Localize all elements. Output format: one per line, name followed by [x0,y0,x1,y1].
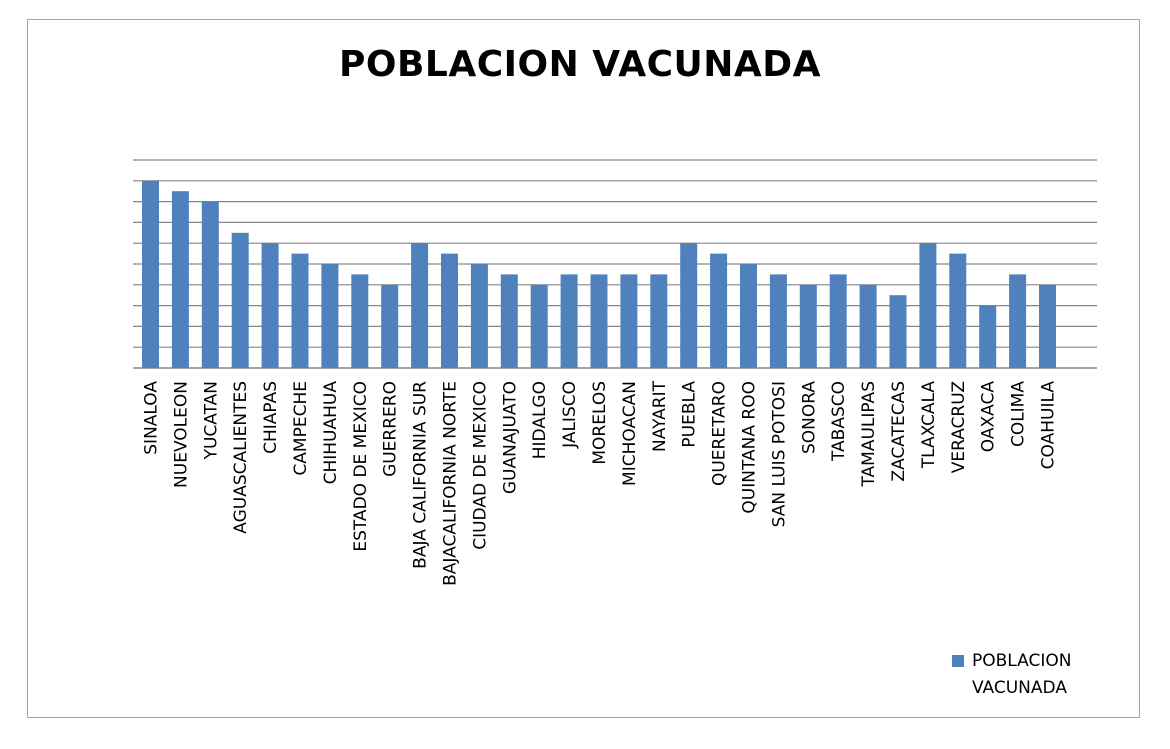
bar-guanajuato [500,274,518,368]
bar-bajacalifornia-norte [441,253,458,368]
bar-zacatecas [889,295,907,368]
bar-campeche [291,253,309,368]
bar-quintana-roo [740,264,757,368]
bar-morelos [590,274,608,368]
bar-colima [1009,274,1027,368]
category-label: COLIMA [1009,381,1029,447]
category-label: NAYARIT [650,380,670,452]
bar-puebla [680,243,698,368]
bars [142,180,1056,368]
category-label: ZACATECAS [889,381,909,482]
category-label: BAJA CALIFORNIA SUR [411,381,431,569]
category-label: PUEBLA [680,381,700,448]
category-label: QUERETARO [710,381,730,486]
category-label: GUERRERO [381,381,401,477]
chart-title: POBLACION VACUNADA [339,44,821,85]
bar-jalisco [560,274,578,368]
bar-queretaro [710,253,728,368]
bar-coahuila [1039,284,1056,368]
bar-michoacan [620,274,638,368]
bar-hidalgo [530,284,548,368]
bar-chiapas [261,243,279,368]
category-label: COAHUILA [1039,381,1059,470]
category-label: SAN LUIS POTOSI [769,381,789,527]
category-label: CHIAPAS [261,381,281,454]
category-label: VERACRUZ [949,381,969,473]
bar-oaxaca [979,305,997,368]
bar-guerrero [381,284,399,368]
category-label: OAXACA [979,381,999,453]
category-label: JALISCO [560,381,580,449]
category-label: TLAXCALA [919,381,939,470]
category-label: MORELOS [590,381,610,465]
bar-nuevoleon [171,191,189,368]
category-label: TABASCO [829,381,849,462]
bar-estado-de-mexico [351,274,369,368]
legend-swatch [952,655,964,667]
bar-veracruz [949,253,967,368]
bar-chihuahua [321,264,339,368]
category-label: HIDALGO [530,381,550,459]
category-label: NUEVOLEON [171,381,191,488]
category-label: SINALOA [142,381,162,455]
category-label: CAMPECHE [291,381,311,476]
category-label: TAMAULIPAS [859,381,879,488]
category-label: SONORA [799,381,819,454]
bar-sinaloa [142,180,159,368]
category-label: CIUDAD DE MEXICO [470,381,490,550]
category-label: BAJACALIFORNIA NORTE [441,381,461,586]
bar-san-luis-potosi [769,274,787,368]
category-label: GUANAJUATO [500,381,520,494]
bar-tamaulipas [859,284,877,368]
bar-baja-california-sur [411,243,429,368]
category-label: CHIHUAHUA [321,381,341,485]
legend-label: POBLACION VACUNADA [972,651,1072,698]
category-label: ESTADO DE MEXICO [351,381,371,552]
bar-tlaxcala [919,243,937,368]
category-label: MICHOACAN [620,381,640,486]
bar-nayarit [650,274,668,368]
category-labels: SINALOA NUEVOLEON YUCATAN AGUASCALIENTES CHI… [142,380,1059,585]
bar-tabasco [829,274,847,368]
category-label: AGUASCALIENTES [231,381,251,534]
bar-aguascalientes [231,232,249,368]
category-label: YUCATAN [201,381,221,460]
category-label: QUINTANA ROO [740,381,760,514]
bar-yucatan [201,201,219,368]
bar-sonora [799,284,817,368]
bar-ciudad-de-mexico [470,264,488,368]
